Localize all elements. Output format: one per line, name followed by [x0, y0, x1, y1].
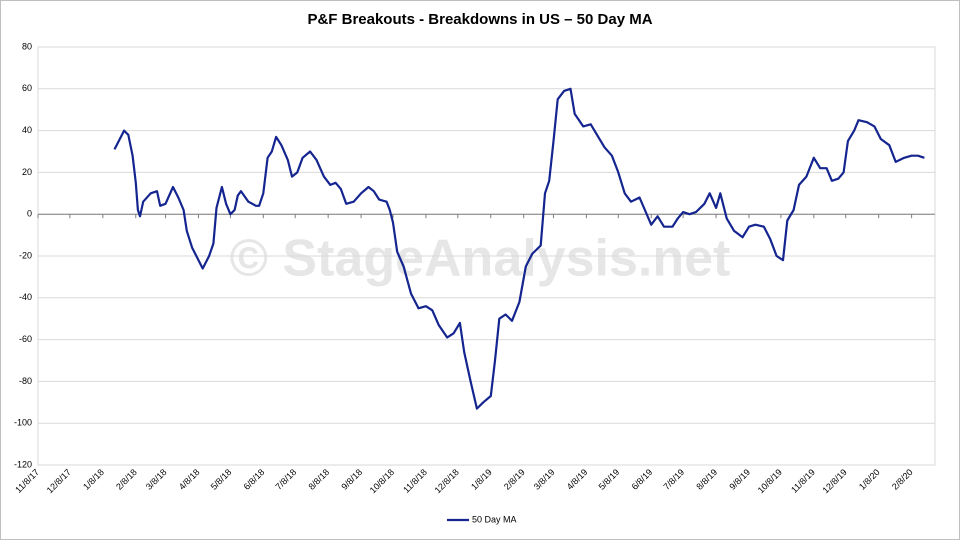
- y-tick-label: -120: [14, 459, 32, 469]
- y-tick-label: 60: [22, 83, 32, 93]
- y-tick-label: -60: [19, 334, 32, 344]
- legend-label: 50 Day MA: [472, 514, 517, 524]
- y-tick-label: 40: [22, 125, 32, 135]
- watermark: © StageAnalysis.net: [230, 230, 731, 288]
- y-tick-label: -100: [14, 418, 32, 428]
- y-tick-label: 80: [22, 41, 32, 51]
- chart-title: P&F Breakouts - Breakdowns in US – 50 Da…: [307, 11, 652, 28]
- y-tick-label: 20: [22, 167, 32, 177]
- y-tick-label: -80: [19, 376, 32, 386]
- y-tick-label: -20: [19, 250, 32, 260]
- y-tick-label: 0: [27, 209, 32, 219]
- line-series: [113, 87, 925, 410]
- y-tick-label: -40: [19, 292, 32, 302]
